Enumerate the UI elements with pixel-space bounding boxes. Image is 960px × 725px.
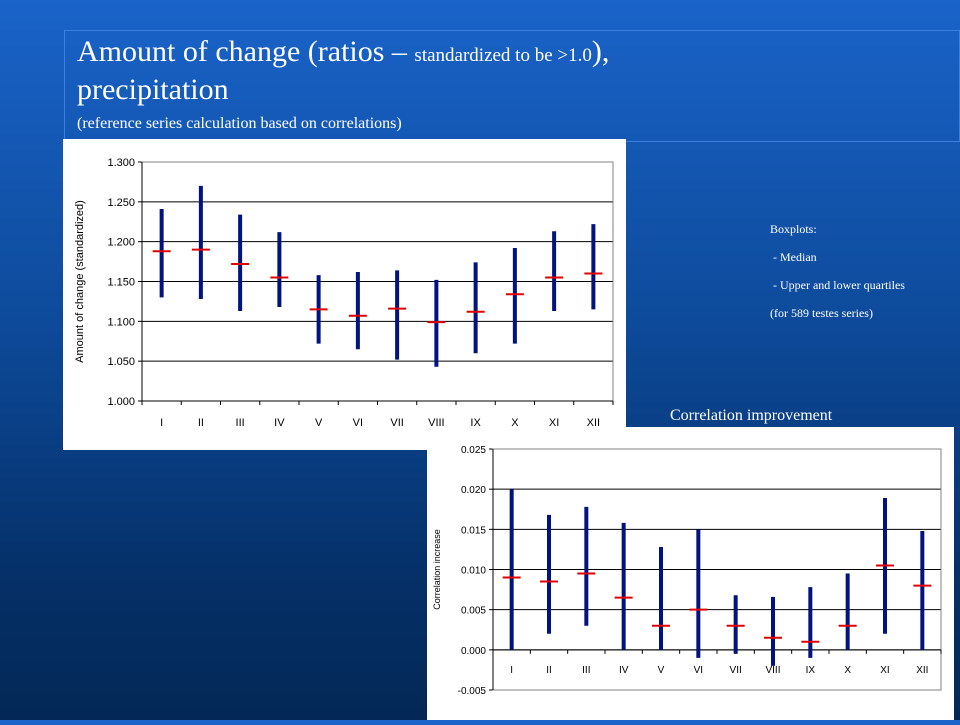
correlation-improvement-label: Correlation improvement [670,407,833,424]
amount-of-change-chart-panel: 1.000 1.050 1.100 1.150 1.200 1.250 1.300 I II II… [63,139,626,450]
x-category-label: II [546,665,552,676]
x-category-label: I [160,417,163,429]
title-part-a: Amount of change (ratios – [77,35,415,68]
x-category-label: VIII [765,665,780,676]
legend-median: - Median [770,250,817,264]
x-category-label: VIII [428,417,445,429]
x-category-label: VI [353,417,363,429]
y-tick-label: 1.150 [107,277,135,289]
x-category-label: XI [549,417,559,429]
x-category-label: VII [730,665,742,676]
legend-quartiles: - Upper and lower quartiles [770,278,905,292]
x-category-label: VI [694,665,703,676]
y-tick-label: 0.005 [461,606,486,617]
correlation-increase-chart-panel: -0.005 0.000 0.005 0.010 0.015 0.020 0.025 I II I… [427,427,954,720]
y-tick-label: 1.300 [107,157,135,169]
x-category-label: IV [274,417,285,429]
y-tick-label: 1.050 [107,356,135,368]
x-category-label: V [658,665,665,676]
x-category-label: III [582,665,590,676]
x-category-label: IV [619,665,629,676]
x-category-label: IX [470,417,481,429]
x-category-label: V [315,417,323,429]
y-tick-label: 0.015 [461,525,486,536]
y-tick-label: 1.250 [107,197,135,209]
y-tick-label: 0.020 [461,485,486,496]
legend-heading: Boxplots: [770,222,817,236]
slide-subtitle: (reference series calculation based on c… [77,115,402,132]
y-tick-label: 0.000 [461,646,486,657]
x-category-label: X [844,665,851,676]
y-tick-label: -0.005 [458,686,487,697]
x-category-label: XII [916,665,928,676]
y-tick-label: 1.200 [107,237,135,249]
legend-series-count: (for 589 testes series) [770,306,873,320]
y-tick-label: 0.010 [461,566,486,577]
x-category-label: II [198,417,204,429]
title-line2: precipitation [77,73,229,106]
y-axis-label: Correlation increase [432,529,442,610]
x-category-label: XII [587,417,600,429]
boxplot-legend: Boxplots: - Median - Upper and lower qua… [770,222,905,334]
x-category-label: III [236,417,245,429]
y-tick-label: 0.025 [461,445,486,456]
y-tick-label: 1.000 [107,396,135,408]
slide-title: Amount of change (ratios – standardized … [77,35,609,107]
title-part-b: ), [591,35,610,68]
x-category-label: VII [390,417,403,429]
y-tick-label: 1.100 [107,316,135,328]
y-axis-label: Amount of change (standardized) [74,200,86,363]
title-part-small: standardized to be >1.0 [414,45,592,66]
title-box: Amount of change (ratios – standardized … [64,30,960,142]
x-category-label: X [511,417,519,429]
x-category-label: IX [806,665,816,676]
x-category-label: I [510,665,513,676]
x-category-label: XI [880,665,889,676]
